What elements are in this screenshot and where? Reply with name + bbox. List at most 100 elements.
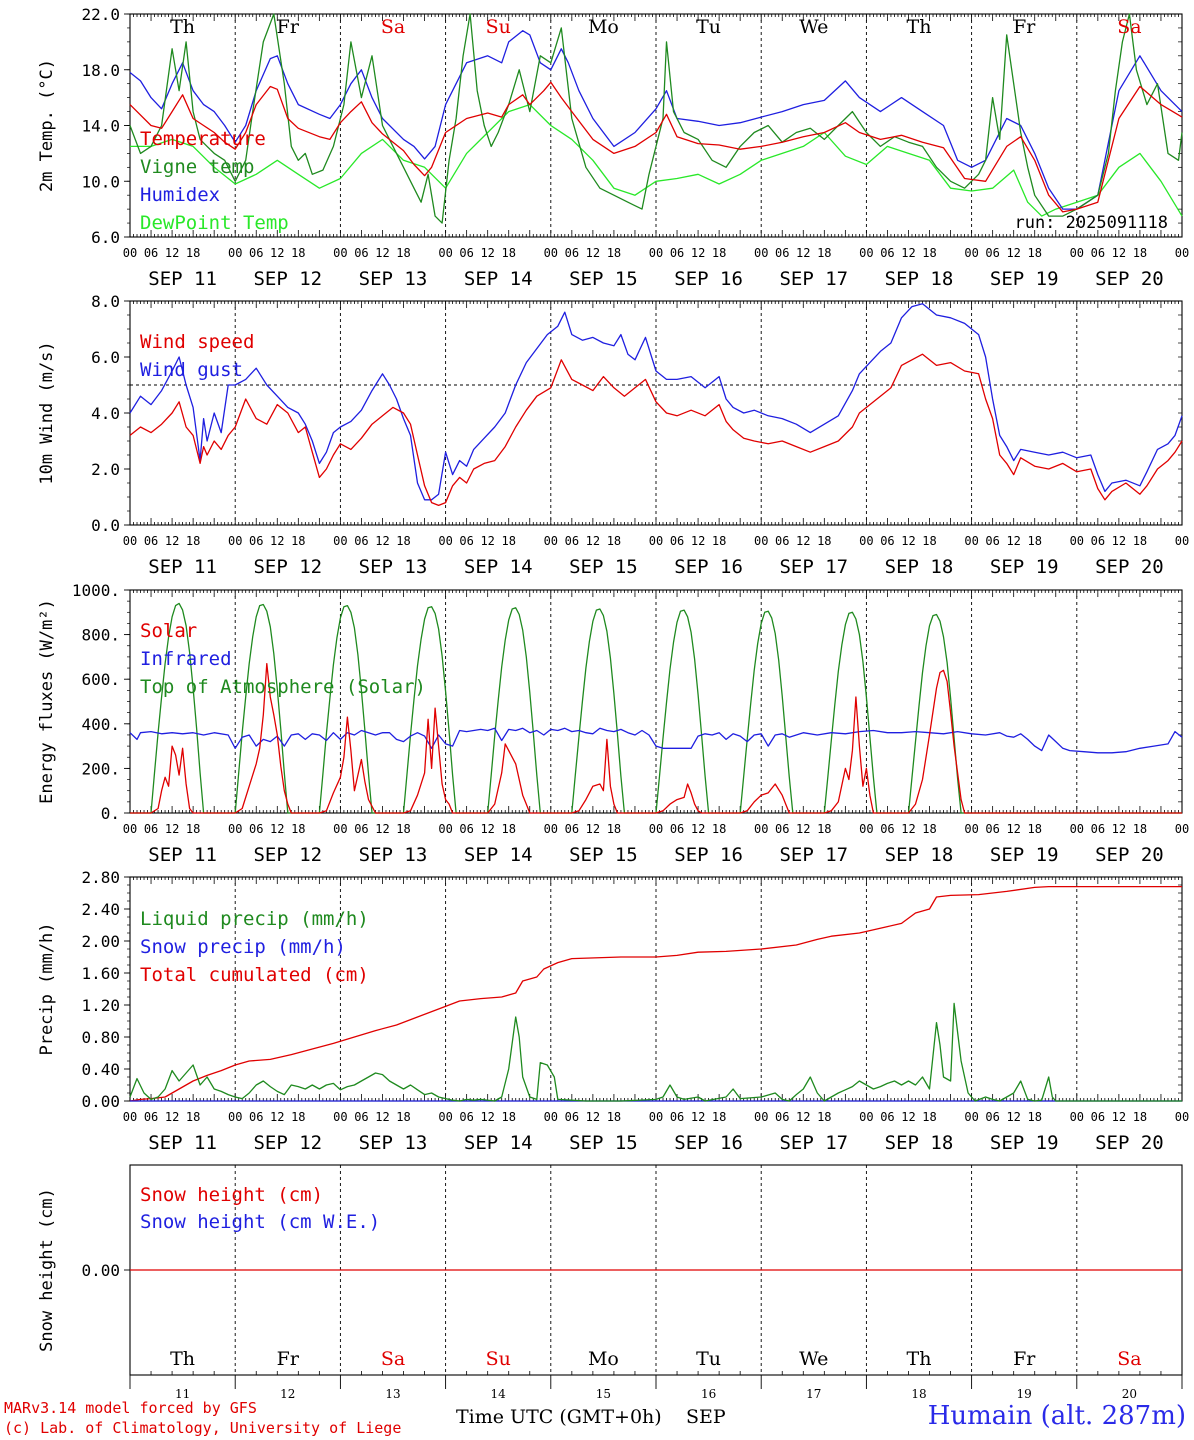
hour-tick-label: 18	[396, 1110, 410, 1124]
y-tick-label: 2.80	[81, 868, 120, 887]
hour-tick-label: 12	[1112, 822, 1126, 836]
y-tick-label: 400.	[81, 715, 120, 734]
legend-entry: Total cumulated (cm)	[140, 964, 369, 986]
hour-tick-label: 00	[1070, 1110, 1084, 1124]
hour-tick-label: 06	[459, 1110, 473, 1124]
date-label: SEP 12	[253, 844, 322, 866]
panel-precip: 00 06 12 18 SEP 11 00 06 12 18 SEP 12 00 06 12 18 SEP …	[37, 868, 1189, 1154]
legend-entry: Liquid precip (mm/h)	[140, 908, 369, 930]
hour-tick-label: 18	[1027, 1110, 1041, 1124]
series-line-solar	[130, 662, 1182, 814]
hour-tick-label: 06	[670, 822, 684, 836]
hour-tick-label: 12	[901, 1110, 915, 1124]
hour-tick-label: 12	[375, 822, 389, 836]
date-label: SEP 12	[253, 1132, 322, 1154]
hour-tick-label: 00	[228, 246, 242, 260]
hour-tick-label: 06	[670, 1110, 684, 1124]
date-label: SEP 11	[148, 1132, 217, 1154]
weekday-label: Sa	[1117, 1348, 1141, 1370]
legend-entry: Top of Atmosphere (Solar)	[140, 676, 426, 698]
hour-tick-label: 00	[859, 1110, 873, 1124]
hour-tick-label: 00	[649, 246, 663, 260]
hour-tick-label: 18	[186, 822, 200, 836]
hour-tick-label: 12	[480, 246, 494, 260]
y-tick-label: 4.0	[91, 404, 120, 423]
hour-tick-label: 06	[985, 822, 999, 836]
hour-tick-label: 00	[123, 1110, 137, 1124]
hour-tick-label: 06	[880, 1110, 894, 1124]
hour-tick-label: 18	[1133, 1110, 1147, 1124]
weekday-label: Sa	[1117, 16, 1141, 38]
weekday-label: Sa	[381, 1348, 405, 1370]
series-line-temperature	[129, 81, 1183, 213]
date-label: SEP 14	[464, 1132, 533, 1154]
hour-tick-label: 18	[1027, 246, 1041, 260]
y-tick-label: 22.0	[81, 5, 120, 24]
hour-tick-label: 00	[123, 822, 137, 836]
weekday-label: Th	[907, 1348, 932, 1370]
plot-frame	[129, 13, 1183, 238]
y-tick-label: 800.	[81, 626, 120, 645]
run-label: run: 2025091118	[1014, 213, 1168, 233]
day-number-label: 15	[596, 1387, 611, 1401]
hour-tick-label: 00	[1175, 534, 1189, 548]
hour-tick-label: 12	[270, 822, 284, 836]
hour-tick-label: 12	[375, 246, 389, 260]
credit-line-1: MARv3.14 model forced by GFS	[4, 1399, 257, 1417]
series-line-total-cumulated-cm-	[129, 885, 1182, 1102]
hour-tick-label: 12	[165, 534, 179, 548]
hour-tick-label: 06	[144, 1110, 158, 1124]
date-label: SEP 11	[148, 844, 217, 866]
weekday-label: Sa	[381, 16, 405, 38]
date-label: SEP 19	[990, 1132, 1059, 1154]
y-tick-label: 18.0	[81, 61, 120, 80]
hour-tick-label: 00	[1070, 246, 1084, 260]
date-label: SEP 17	[779, 556, 848, 578]
legend-entry: Temperature	[140, 128, 266, 150]
hour-tick-label: 06	[144, 822, 158, 836]
hour-tick-label: 12	[1006, 822, 1020, 836]
hour-tick-label: 06	[985, 534, 999, 548]
hour-tick-label: 12	[480, 1110, 494, 1124]
hour-tick-label: 12	[165, 246, 179, 260]
hour-tick-label: 00	[859, 822, 873, 836]
hour-tick-label: 18	[186, 246, 200, 260]
hour-tick-label: 00	[964, 534, 978, 548]
y-tick-label: 6.0	[91, 228, 120, 247]
series-line-wind-speed	[129, 353, 1183, 507]
hour-tick-label: 06	[1091, 822, 1105, 836]
legend-entry: DewPoint Temp	[140, 212, 289, 234]
hour-tick-label: 18	[1027, 822, 1041, 836]
date-label: SEP 16	[674, 268, 743, 290]
day-number-label: 12	[280, 1387, 295, 1401]
weekday-label: Fr	[277, 16, 300, 38]
y-tick-label: 1.60	[81, 964, 120, 983]
hour-tick-label: 00	[754, 534, 768, 548]
hour-tick-label: 06	[1091, 534, 1105, 548]
hour-tick-label: 00	[1175, 1110, 1189, 1124]
hour-tick-label: 06	[565, 534, 579, 548]
y-tick-label: 0.80	[81, 1028, 120, 1047]
hour-tick-label: 06	[354, 1110, 368, 1124]
hour-tick-label: 18	[712, 822, 726, 836]
credit-line-2: (c) Lab. of Climatology, University of L…	[4, 1419, 402, 1437]
hour-tick-label: 00	[544, 822, 558, 836]
hour-tick-label: 12	[901, 822, 915, 836]
hour-tick-label: 18	[922, 822, 936, 836]
panel-temperature: 00 06 12 18 SEP 11 00 06 12 18 SEP 12 00 06 12 18 SEP …	[37, 5, 1189, 290]
hour-tick-label: 00	[964, 1110, 978, 1124]
hour-tick-label: 18	[607, 1110, 621, 1124]
hour-tick-label: 18	[922, 1110, 936, 1124]
hour-tick-label: 06	[1091, 246, 1105, 260]
hour-tick-label: 18	[712, 1110, 726, 1124]
hour-tick-label: 06	[459, 822, 473, 836]
hour-tick-label: 18	[817, 534, 831, 548]
hour-tick-label: 12	[691, 246, 705, 260]
hour-tick-label: 06	[249, 1110, 263, 1124]
date-label: SEP 12	[253, 268, 322, 290]
date-label: SEP 13	[359, 844, 428, 866]
date-label: SEP 20	[1095, 1132, 1164, 1154]
hour-tick-label: 00	[333, 822, 347, 836]
hour-tick-label: 06	[880, 246, 894, 260]
date-label: SEP 13	[359, 556, 428, 578]
